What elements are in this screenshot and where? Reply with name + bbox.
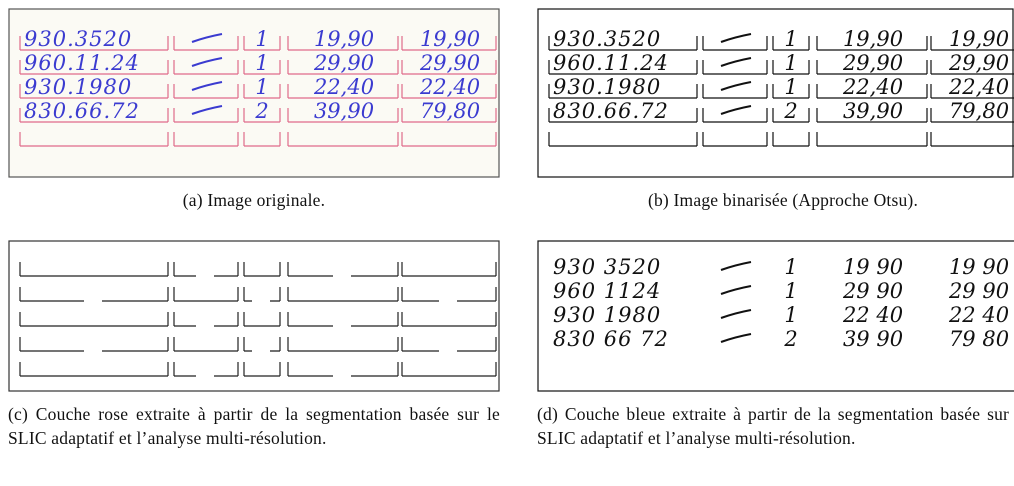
handwritten-code: 830.66.72 [553, 99, 669, 123]
handwritten-total: 22 40 [948, 303, 1009, 327]
handwritten-qty: 1 [255, 27, 268, 51]
handwritten-price: 29 90 [842, 279, 903, 303]
handwritten-total: 29 90 [948, 279, 1009, 303]
handwritten-qty: 1 [784, 303, 797, 327]
handwritten-total: 79 80 [949, 327, 1009, 351]
handwritten-price: 39 90 [843, 327, 903, 351]
dash-stroke [191, 105, 223, 115]
handwritten-total: 19,90 [420, 27, 480, 51]
handwritten-code: 830.66.72 [24, 99, 140, 123]
dash-stroke [720, 261, 752, 271]
handwritten-total: 79,80 [949, 99, 1009, 123]
dash-stroke [720, 57, 752, 67]
handwritten-qty: 1 [784, 75, 797, 99]
figure-c: (c) Couche rose extraite à partir de la … [8, 240, 500, 450]
handwritten-price: 39,90 [843, 99, 903, 123]
caption: (b) Image binarisée (Approche Otsu). [647, 190, 919, 210]
dash-stroke [191, 57, 223, 67]
dash-stroke [720, 285, 752, 295]
handwritten-code: 930.1980 [24, 75, 132, 99]
image: 930 3520 1 19 90 19 90 960 1124 1 29 90 29 90 93… [537, 240, 1014, 392]
handwritten-price: 29,90 [842, 51, 903, 75]
handwritten-qty: 1 [784, 279, 797, 303]
handwritten-price: 19,90 [314, 27, 374, 51]
figure-b: 930.3520 1 19,90 19,90 960.11.24 1 29,90 29,90 9… [537, 8, 1014, 212]
handwritten-code: 830 66 72 [553, 327, 669, 351]
handwritten-total: 22,40 [419, 75, 480, 99]
image: 930.3520 1 19,90 19,90 960.11.24 1 29,90 29,90 9… [537, 8, 1014, 178]
dash-stroke [720, 81, 752, 91]
dash-stroke [191, 33, 223, 43]
handwritten-code: 960.11.24 [553, 51, 669, 75]
handwritten-code: 960.11.24 [24, 51, 140, 75]
caption: (a) Image originale. [182, 190, 326, 210]
handwritten-qty: 1 [255, 75, 268, 99]
dash-stroke [720, 333, 752, 343]
handwritten-code: 930.3520 [24, 27, 132, 51]
handwritten-code: 930.1980 [553, 75, 661, 99]
handwritten-price: 39,90 [314, 99, 374, 123]
handwritten-qty: 1 [255, 51, 268, 75]
figure-a: 930.3520 1 19,90 19,90 960.11.24 1 29,90 29,90 9… [8, 8, 500, 212]
frame [8, 8, 500, 178]
handwritten-qty: 2 [254, 99, 268, 123]
handwritten-code: 930.3520 [553, 27, 661, 51]
frame [537, 240, 1014, 392]
handwritten-price: 22,40 [842, 75, 903, 99]
handwritten-price: 22 40 [842, 303, 903, 327]
caption: (c) Couche rose extraite à partir de la … [8, 404, 500, 448]
handwritten-total: 29,90 [419, 51, 480, 75]
dash-stroke [720, 309, 752, 319]
dash-stroke [720, 105, 752, 115]
handwritten-price: 19,90 [843, 27, 903, 51]
handwritten-total: 79,80 [420, 99, 480, 123]
handwritten-qty: 2 [783, 99, 797, 123]
figure-d: 930 3520 1 19 90 19 90 960 1124 1 29 90 29 90 93… [537, 240, 1014, 450]
handwritten-total: 29,90 [948, 51, 1009, 75]
handwritten-total: 19 90 [949, 255, 1009, 279]
dash-stroke [720, 33, 752, 43]
handwritten-qty: 1 [784, 51, 797, 75]
handwritten-total: 22,40 [948, 75, 1009, 99]
caption: (d) Couche bleue extraite à partir de la… [537, 404, 1014, 448]
handwritten-qty: 1 [784, 255, 797, 279]
image [8, 240, 500, 392]
handwritten-code: 960 1124 [553, 279, 661, 303]
dash-stroke [191, 81, 223, 91]
handwritten-total: 19,90 [949, 27, 1009, 51]
frame [8, 240, 500, 392]
frame [537, 8, 1014, 178]
handwritten-code: 930 3520 [553, 255, 661, 279]
handwritten-price: 29,90 [313, 51, 374, 75]
handwritten-code: 930 1980 [553, 303, 661, 327]
handwritten-qty: 1 [784, 27, 797, 51]
handwritten-qty: 2 [783, 327, 797, 351]
image: 930.3520 1 19,90 19,90 960.11.24 1 29,90 29,90 9… [8, 8, 500, 178]
handwritten-price: 22,40 [313, 75, 374, 99]
handwritten-price: 19 90 [843, 255, 903, 279]
